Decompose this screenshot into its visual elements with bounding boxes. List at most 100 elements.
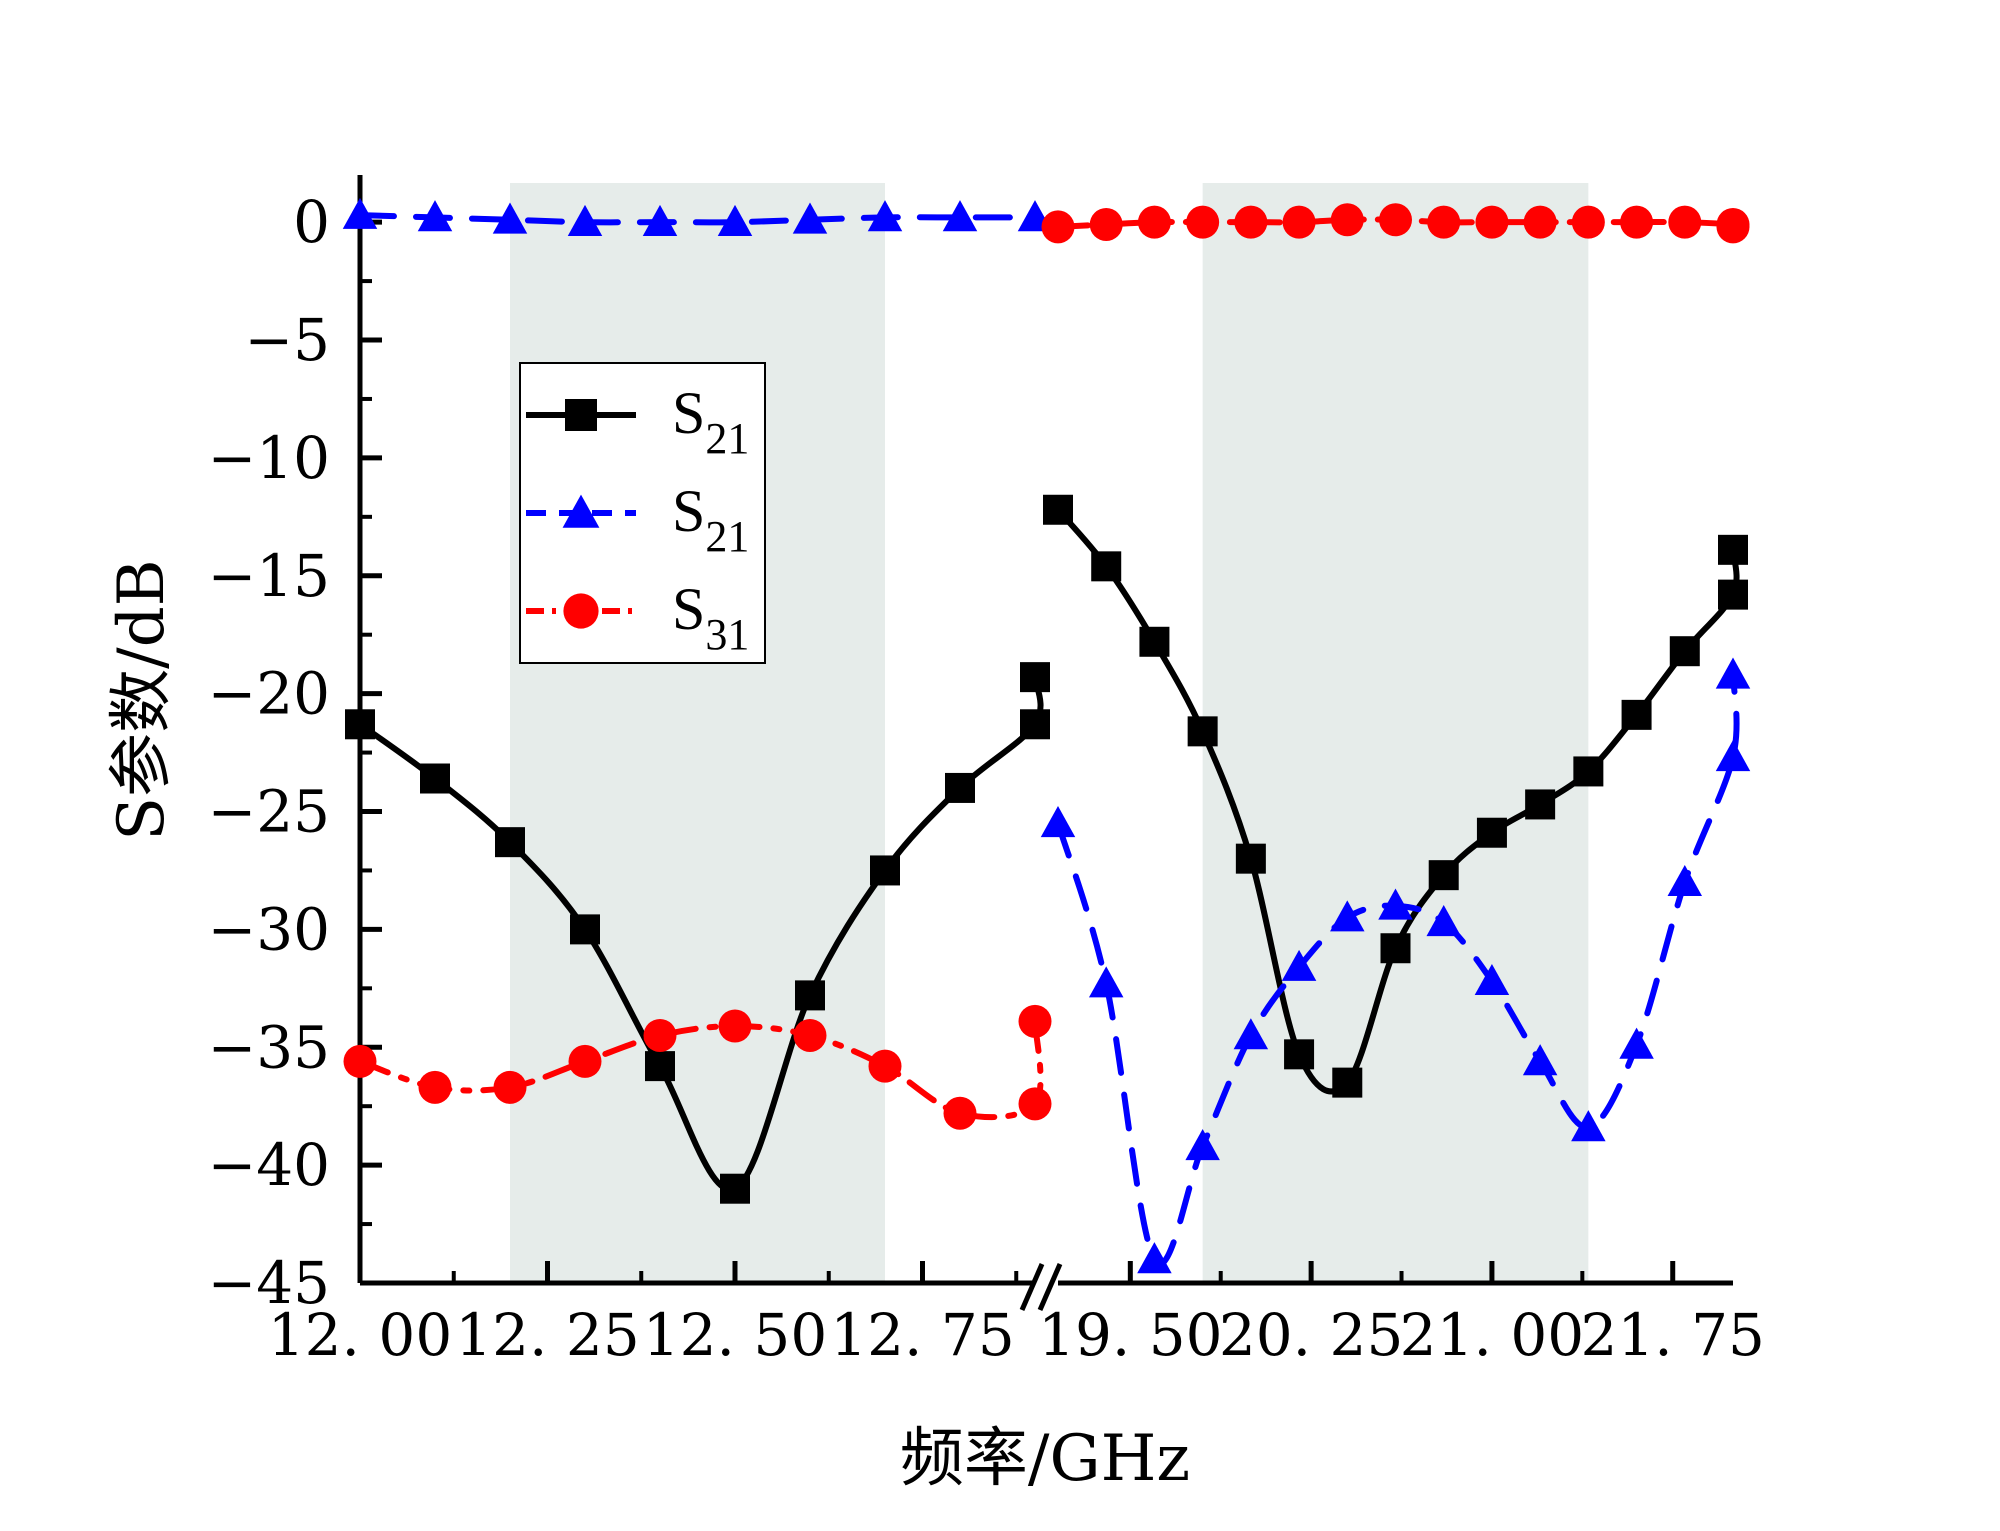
y-tick-label: 0 xyxy=(293,188,330,256)
data-point xyxy=(1522,1044,1558,1076)
y-tick-label: −10 xyxy=(208,424,330,492)
x-tick-label-left: 12. 00 xyxy=(268,1301,452,1369)
data-point xyxy=(1330,203,1364,237)
data-point xyxy=(1523,205,1557,239)
data-point xyxy=(1571,1110,1606,1142)
data-point xyxy=(793,1018,827,1052)
data-point xyxy=(1620,205,1654,239)
x-tick-label-left: 12. 50 xyxy=(643,1301,827,1369)
data-point xyxy=(1378,888,1413,920)
data-point xyxy=(1571,205,1605,239)
y-tick-label: −45 xyxy=(208,1249,330,1317)
data-point xyxy=(567,204,603,236)
data-point xyxy=(943,1096,977,1130)
data-point xyxy=(1621,699,1652,730)
data-point xyxy=(1137,1242,1172,1274)
data-point xyxy=(1041,210,1075,244)
data-point xyxy=(717,204,753,236)
data-point xyxy=(1018,1004,1052,1038)
x-tick-label-right: 19. 50 xyxy=(1038,1301,1222,1369)
data-point xyxy=(1281,949,1317,981)
data-point xyxy=(792,202,828,234)
series-line-right xyxy=(1055,216,1740,230)
legend-label-subscript: 21 xyxy=(705,414,749,463)
band-right xyxy=(1202,183,1589,1283)
data-point xyxy=(1186,205,1220,239)
data-point xyxy=(718,1009,752,1043)
data-point xyxy=(1428,860,1459,891)
data-point xyxy=(1380,933,1411,964)
y-tick-label: −5 xyxy=(245,306,331,374)
data-point xyxy=(1235,843,1266,874)
y-tick-label: −40 xyxy=(208,1131,330,1199)
data-point xyxy=(645,1051,675,1082)
x-tick-label-left: 12. 75 xyxy=(830,1301,1014,1369)
data-point xyxy=(568,1044,602,1078)
data-point xyxy=(417,200,453,232)
data-point xyxy=(1139,626,1170,657)
y-tick-label: −30 xyxy=(208,895,330,963)
data-point xyxy=(1718,534,1748,565)
x-tick-label-right: 21. 00 xyxy=(1400,1301,1584,1369)
data-point xyxy=(1379,203,1412,237)
legend-item-S21: S21 xyxy=(526,380,749,463)
legend-label: S21 xyxy=(672,478,749,561)
data-point xyxy=(1018,1087,1052,1121)
data-point xyxy=(720,1173,750,1204)
legend-label-main: S xyxy=(672,576,705,642)
data-point xyxy=(1284,1039,1315,1070)
data-point xyxy=(1667,864,1703,897)
x-tick-label-left: 12. 25 xyxy=(455,1301,639,1369)
x-tick-label-right: 21. 75 xyxy=(1580,1301,1764,1369)
data-point xyxy=(1475,205,1509,239)
data-point xyxy=(1332,1067,1363,1098)
data-point xyxy=(1426,905,1461,937)
data-point xyxy=(342,197,378,229)
legend-label-subscript: 31 xyxy=(705,610,749,659)
data-point xyxy=(1716,210,1750,244)
data-point xyxy=(1668,205,1702,239)
series-line-left xyxy=(357,212,1038,226)
legend-marker xyxy=(563,593,599,629)
legend-label: S21 xyxy=(672,380,749,463)
data-point xyxy=(1525,789,1556,820)
series-layer xyxy=(342,197,1751,1274)
data-point xyxy=(1088,966,1124,998)
data-point xyxy=(1718,579,1748,610)
y-axis-title: S参数/dB xyxy=(105,559,179,840)
data-point xyxy=(868,1049,902,1083)
data-point xyxy=(867,200,903,232)
data-point xyxy=(1234,205,1268,239)
data-point xyxy=(493,1070,527,1104)
data-point xyxy=(570,914,600,945)
data-point xyxy=(1020,709,1050,740)
y-tick-label: −20 xyxy=(208,660,330,728)
data-point xyxy=(1233,1018,1269,1050)
data-point xyxy=(642,204,678,236)
data-point xyxy=(945,772,975,803)
data-point xyxy=(942,200,978,232)
legend-label-subscript: 21 xyxy=(705,512,749,561)
data-point xyxy=(643,1018,677,1052)
y-tick-label: −25 xyxy=(208,778,330,846)
data-point xyxy=(420,763,450,794)
data-point xyxy=(1040,806,1076,838)
y-tick-label: −15 xyxy=(208,542,330,610)
data-point xyxy=(418,1070,452,1104)
data-point xyxy=(1091,551,1122,582)
data-point xyxy=(1089,208,1123,242)
data-point xyxy=(1573,756,1604,787)
data-point xyxy=(495,827,525,858)
series-S21-square xyxy=(345,494,1748,1204)
data-point xyxy=(1043,494,1073,525)
axis-break-mark xyxy=(1037,1263,1063,1311)
data-point xyxy=(1715,657,1751,689)
data-point xyxy=(1669,636,1700,667)
legend-marker xyxy=(562,494,600,528)
data-point xyxy=(1476,817,1507,848)
x-axis-title: 频率/GHz xyxy=(900,1422,1190,1496)
data-point xyxy=(795,980,825,1011)
legend-item-S31: S31 xyxy=(526,576,749,659)
